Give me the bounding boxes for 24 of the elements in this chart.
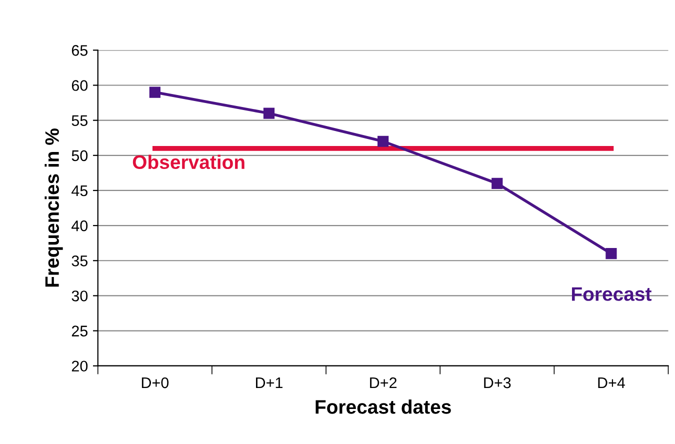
y-tick-label: 45 <box>72 186 88 196</box>
point <box>263 108 275 119</box>
y-tick-label: 60 <box>72 80 88 91</box>
x-tick-label: D+3 <box>484 377 511 388</box>
point <box>149 86 160 98</box>
x-tick-label: D+4 <box>598 378 625 388</box>
x-tick-label: D+2 <box>370 377 397 388</box>
y-tick-label: 40 <box>72 220 88 232</box>
y-tick-label: 20 <box>72 360 88 372</box>
x-tick-label: D+1 <box>256 378 282 388</box>
point <box>606 248 617 260</box>
point <box>378 136 389 147</box>
y-tick-label: 35 <box>72 255 88 266</box>
y-tick-label: 55 <box>72 115 88 126</box>
y-tick-label: 25 <box>72 326 88 336</box>
x-axis-title: Forecast dates <box>316 400 451 414</box>
y-axis-title: Frequencies in % <box>44 128 63 287</box>
y-tick-label: 30 <box>72 290 88 302</box>
x-tick-label: D+0 <box>142 377 169 388</box>
point <box>492 178 503 190</box>
y-tick-label: 50 <box>72 150 88 162</box>
y-tick-label: 65 <box>72 45 88 56</box>
series-label: Observation <box>132 154 244 170</box>
series-label: Forecast <box>572 287 652 301</box>
